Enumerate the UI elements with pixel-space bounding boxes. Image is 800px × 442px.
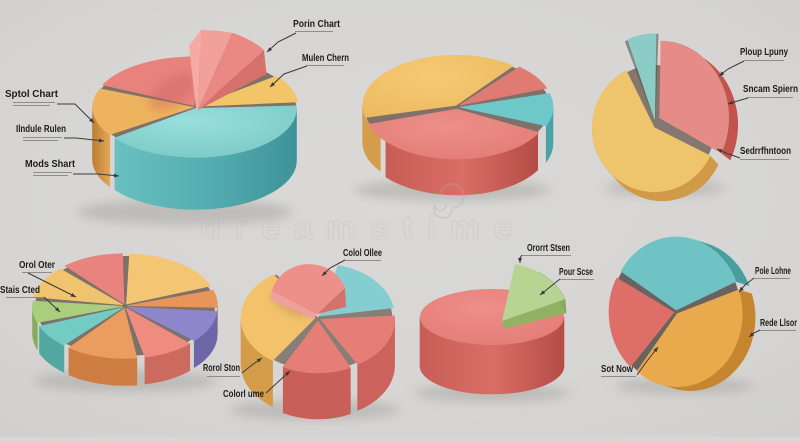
svg-text:Porin Chart: Porin Chart [293, 18, 340, 30]
svg-text:Stais Cted: Stais Cted [0, 284, 40, 296]
svg-text:Mulen Chern: Mulen Chern [302, 52, 349, 64]
svg-text:Ploup Lpuny: Ploup Lpuny [740, 46, 788, 58]
svg-text:Orol Oter: Orol Oter [19, 259, 55, 271]
svg-text:Colol Ollee: Colol Ollee [343, 247, 382, 259]
svg-text:Rede Llsor: Rede Llsor [760, 317, 797, 329]
svg-text:Ilndule Rulen: Ilndule Rulen [16, 123, 66, 135]
svg-text:Pour Scse: Pour Scse [559, 266, 593, 278]
svg-text:Sptol Chart: Sptol Chart [5, 88, 58, 100]
svg-text:Mods Shart: Mods Shart [25, 158, 75, 170]
svg-text:Pole Lohne: Pole Lohne [755, 265, 791, 277]
svg-text:Ororrt Stsen: Ororrt Stsen [527, 242, 570, 254]
svg-text:dreamstime: dreamstime [200, 209, 526, 247]
svg-text:Sedrrfhntoon: Sedrrfhntoon [740, 145, 791, 157]
svg-text:Sot Now: Sot Now [601, 363, 634, 375]
svg-text:Rorol Ston: Rorol Ston [203, 362, 240, 374]
svg-text:Colorl ume: Colorl ume [223, 388, 264, 400]
svg-text:Sncam Spiern: Sncam Spiern [743, 83, 798, 95]
